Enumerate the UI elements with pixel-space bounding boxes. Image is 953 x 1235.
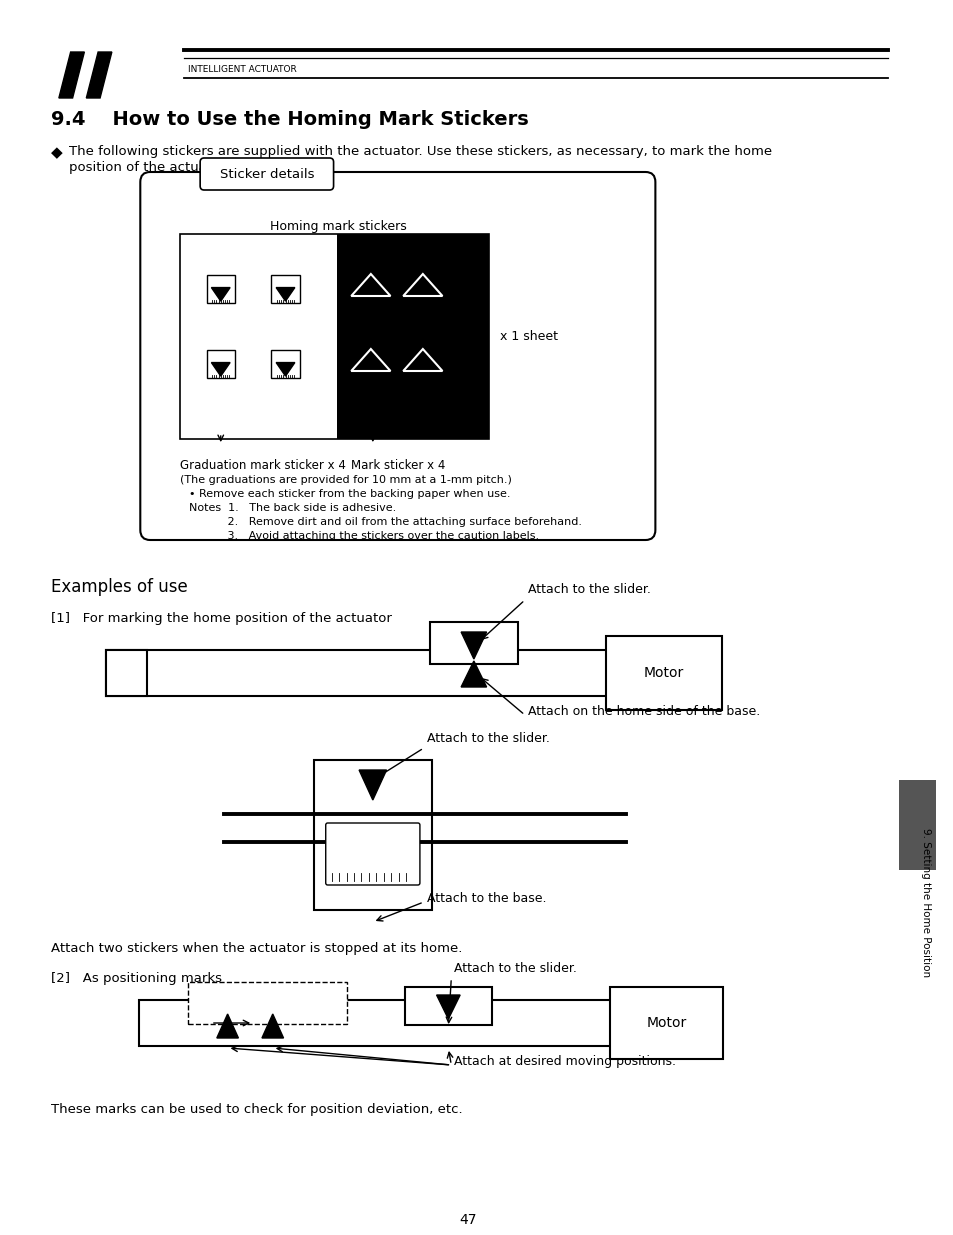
- Bar: [606, 636, 721, 710]
- Polygon shape: [87, 52, 112, 98]
- Bar: [405, 987, 491, 1025]
- Polygon shape: [212, 288, 230, 301]
- Text: 2.   Remove dirt and oil from the attaching surface beforehand.: 2. Remove dirt and oil from the attachin…: [189, 517, 581, 527]
- Polygon shape: [403, 350, 442, 370]
- Polygon shape: [212, 363, 230, 377]
- Bar: [429, 622, 517, 664]
- Bar: [106, 650, 147, 697]
- Bar: [139, 1000, 634, 1046]
- Text: Sticker details: Sticker details: [219, 168, 314, 180]
- FancyBboxPatch shape: [140, 172, 655, 540]
- Bar: [898, 781, 935, 869]
- Text: ◆: ◆: [51, 144, 63, 161]
- Bar: [271, 350, 299, 378]
- Text: Examples of use: Examples of use: [51, 578, 188, 597]
- Text: Motor: Motor: [646, 1016, 686, 1030]
- Polygon shape: [216, 1014, 238, 1037]
- Polygon shape: [275, 288, 294, 301]
- Text: The following stickers are supplied with the actuator. Use these stickers, as ne: The following stickers are supplied with…: [69, 144, 771, 158]
- Text: Notes  1.   The back side is adhesive.: Notes 1. The back side is adhesive.: [189, 503, 396, 513]
- Text: Motor: Motor: [643, 666, 683, 680]
- Text: (The graduations are provided for 10 mm at a 1-mm pitch.): (The graduations are provided for 10 mm …: [179, 475, 511, 485]
- Bar: [314, 760, 432, 910]
- Text: position of the actuator, etc.: position of the actuator, etc.: [69, 161, 258, 174]
- Text: • Remove each sticker from the backing paper when use.: • Remove each sticker from the backing p…: [189, 489, 510, 499]
- Bar: [207, 274, 234, 304]
- Text: 47: 47: [458, 1213, 476, 1228]
- Bar: [271, 274, 299, 304]
- Text: Graduation mark sticker x 4: Graduation mark sticker x 4: [179, 459, 345, 472]
- Text: Attach two stickers when the actuator is stopped at its home.: Attach two stickers when the actuator is…: [51, 942, 462, 955]
- Text: [1]   For marking the home position of the actuator: [1] For marking the home position of the…: [51, 613, 392, 625]
- Polygon shape: [59, 52, 84, 98]
- Text: 9.4    How to Use the Homing Mark Stickers: 9.4 How to Use the Homing Mark Stickers: [51, 110, 528, 128]
- Text: Homing mark stickers: Homing mark stickers: [270, 220, 406, 233]
- Bar: [207, 350, 234, 378]
- Bar: [336, 233, 488, 438]
- Bar: [106, 650, 618, 697]
- Polygon shape: [403, 274, 442, 296]
- Text: 3.   Avoid attaching the stickers over the caution labels.: 3. Avoid attaching the stickers over the…: [189, 531, 538, 541]
- Text: Attach to the slider.: Attach to the slider.: [454, 962, 577, 974]
- Text: These marks can be used to check for position deviation, etc.: These marks can be used to check for pos…: [51, 1103, 462, 1116]
- Polygon shape: [358, 847, 386, 876]
- Text: Attach to the base.: Attach to the base.: [426, 892, 546, 905]
- Text: Attach at desired moving positions.: Attach at desired moving positions.: [454, 1055, 676, 1068]
- Polygon shape: [275, 363, 294, 377]
- Polygon shape: [351, 350, 390, 370]
- Polygon shape: [460, 661, 486, 687]
- Polygon shape: [262, 1014, 283, 1037]
- Text: INTELLIGENT ACTUATOR: INTELLIGENT ACTUATOR: [188, 64, 296, 74]
- Bar: [610, 987, 722, 1058]
- Text: x 1 sheet: x 1 sheet: [499, 330, 558, 342]
- Bar: [188, 982, 347, 1024]
- Text: 9. Setting the Home Position: 9. Setting the Home Position: [921, 827, 930, 977]
- Text: Mark sticker x 4: Mark sticker x 4: [351, 459, 445, 472]
- Text: Attach on the home side of the base.: Attach on the home side of the base.: [527, 705, 760, 718]
- Polygon shape: [358, 769, 386, 800]
- Bar: [179, 233, 488, 438]
- Polygon shape: [351, 274, 390, 296]
- FancyBboxPatch shape: [200, 158, 334, 190]
- Text: Attach to the slider.: Attach to the slider.: [426, 732, 549, 745]
- Polygon shape: [460, 632, 486, 659]
- Polygon shape: [436, 995, 459, 1019]
- Text: Attach to the slider.: Attach to the slider.: [527, 583, 650, 597]
- FancyBboxPatch shape: [325, 823, 419, 885]
- Text: [2]   As positioning marks: [2] As positioning marks: [51, 972, 222, 986]
